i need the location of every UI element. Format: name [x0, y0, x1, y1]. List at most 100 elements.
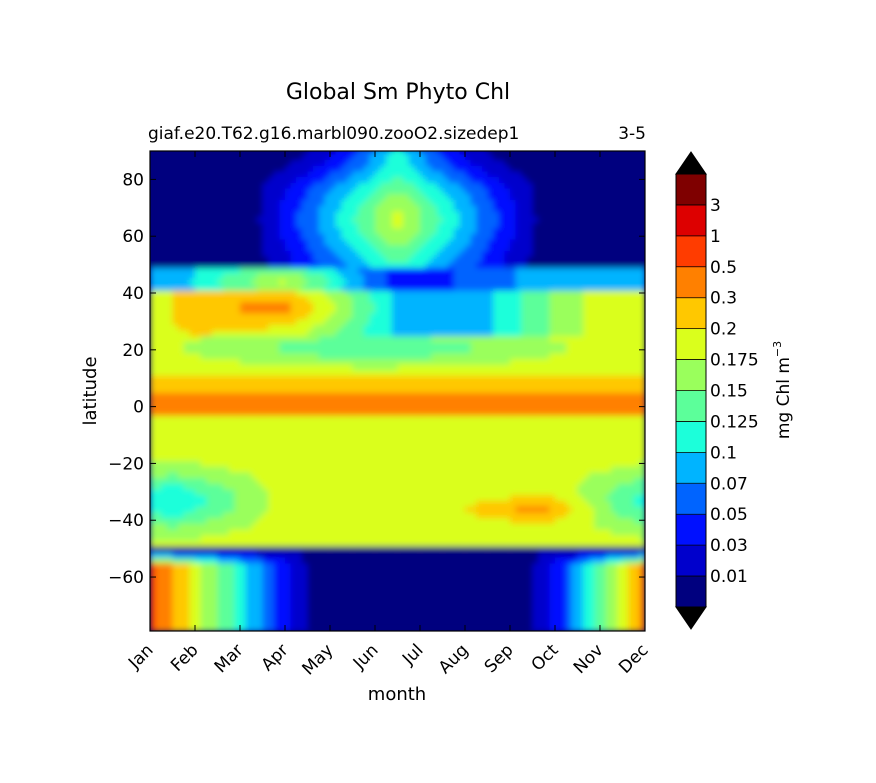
heatmap-cell	[217, 210, 224, 217]
heatmap-cell	[150, 602, 157, 609]
heatmap-cell	[155, 403, 162, 411]
heatmap-cell	[470, 619, 477, 626]
heatmap-cell	[476, 585, 483, 592]
heatmap-cell	[307, 625, 314, 631]
heatmap-cell	[296, 398, 303, 405]
heatmap-cell	[285, 471, 292, 479]
heatmap-cell	[217, 307, 224, 314]
heatmap-cell	[391, 619, 399, 626]
heatmap-cell	[161, 625, 168, 631]
heatmap-cell	[403, 471, 410, 479]
heatmap-cell	[211, 488, 219, 496]
heatmap-cell	[369, 312, 376, 320]
heatmap-cell	[459, 471, 466, 479]
heatmap-cell	[301, 187, 309, 195]
heatmap-cell	[211, 364, 219, 371]
heatmap-cell	[465, 278, 472, 286]
heatmap-cell	[313, 596, 320, 604]
heatmap-cell	[313, 562, 320, 570]
heatmap-cell	[296, 506, 303, 513]
heatmap-cell	[358, 613, 365, 621]
heatmap-cell	[465, 290, 472, 297]
heatmap-cell	[161, 409, 168, 416]
heatmap-cell	[335, 483, 342, 490]
heatmap-cell	[318, 574, 325, 581]
heatmap-cell	[183, 437, 190, 445]
heatmap-cell	[436, 216, 444, 223]
heatmap-cell	[453, 432, 460, 439]
heatmap-cell	[262, 500, 269, 507]
heatmap-cell	[431, 290, 438, 297]
heatmap-cell	[195, 227, 202, 234]
heatmap-cell	[465, 437, 472, 445]
heatmap-cell	[301, 596, 309, 604]
heatmap-cell	[178, 625, 185, 631]
heatmap-cell	[307, 324, 314, 331]
heatmap-cell	[358, 335, 365, 342]
heatmap-cell	[290, 210, 297, 217]
heatmap-cell	[453, 511, 460, 518]
heatmap-cell	[285, 483, 292, 490]
heatmap-cell	[206, 187, 213, 195]
heatmap-cell	[335, 403, 342, 411]
heatmap-cell	[166, 432, 174, 439]
heatmap-cell	[166, 352, 174, 359]
heatmap-cell	[358, 170, 365, 178]
heatmap-cell	[256, 369, 264, 376]
heatmap-cell	[178, 534, 185, 541]
heatmap-cell	[459, 602, 466, 609]
heatmap-cell	[403, 290, 410, 297]
heatmap-cell	[363, 165, 370, 172]
heatmap-cell	[341, 329, 348, 337]
heatmap-cell	[234, 460, 241, 467]
heatmap-cell	[183, 443, 190, 450]
heatmap-cell	[178, 358, 185, 365]
heatmap-cell	[279, 602, 286, 609]
heatmap-cell	[206, 420, 213, 428]
heatmap-cell	[465, 415, 472, 422]
heatmap-cell	[386, 409, 393, 416]
heatmap-cell	[386, 256, 393, 263]
heatmap-cell	[285, 301, 292, 308]
heatmap-cell	[330, 443, 337, 450]
heatmap-cell	[386, 204, 393, 212]
heatmap-cell	[476, 415, 483, 422]
heatmap-cell	[436, 210, 444, 217]
heatmap-cell	[200, 278, 207, 286]
heatmap-cell	[183, 153, 190, 161]
heatmap-cell	[183, 409, 190, 416]
heatmap-cell	[465, 261, 472, 269]
heatmap-cell	[217, 511, 224, 518]
heatmap-cell	[408, 261, 415, 269]
heatmap-cell	[301, 511, 309, 518]
heatmap-cell	[172, 346, 179, 354]
heatmap-cell	[200, 596, 207, 604]
heatmap-cell	[251, 562, 258, 570]
heatmap-cell	[279, 267, 286, 274]
heatmap-cell	[369, 579, 376, 587]
heatmap-cell	[453, 534, 460, 541]
heatmap-cell	[273, 409, 280, 416]
heatmap-cell	[217, 324, 224, 331]
heatmap-cell	[161, 398, 168, 405]
heatmap-cell	[369, 613, 376, 621]
heatmap-cell	[155, 523, 162, 530]
heatmap-cell	[459, 159, 466, 166]
heatmap-cell	[290, 540, 297, 547]
heatmap-cell	[408, 324, 415, 331]
heatmap-cell	[273, 523, 280, 530]
heatmap-cell	[318, 483, 325, 490]
heatmap-cell	[420, 585, 427, 592]
heatmap-cell	[217, 528, 224, 536]
heatmap-cell	[172, 511, 179, 518]
heatmap-cell	[166, 239, 174, 246]
heatmap-cell	[352, 193, 359, 200]
heatmap-cell	[240, 534, 247, 541]
heatmap-cell	[172, 381, 179, 388]
heatmap-cell	[234, 199, 241, 206]
heatmap-cell	[459, 420, 466, 428]
heatmap-cell	[375, 426, 382, 433]
heatmap-cell	[403, 267, 410, 274]
heatmap-cell	[161, 159, 168, 166]
heatmap-cell	[256, 591, 264, 598]
